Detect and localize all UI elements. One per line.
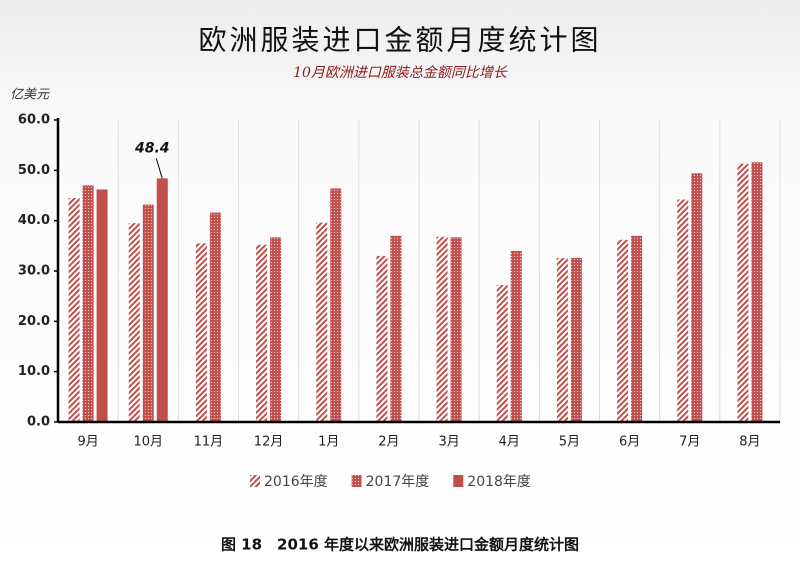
bar <box>156 178 168 422</box>
x-tick-label: 9月 <box>77 435 98 450</box>
y-tick-label: 60.0 <box>18 113 50 128</box>
bar <box>376 255 388 422</box>
bar <box>677 199 689 422</box>
y-tick-label: 0.0 <box>27 415 50 430</box>
bar <box>510 250 522 422</box>
legend-label: 2017年度 <box>366 474 430 490</box>
x-tick-label: 12月 <box>254 435 284 450</box>
bar <box>270 237 282 422</box>
bar <box>68 198 80 422</box>
bar <box>195 243 207 422</box>
legend-label: 2018年度 <box>467 474 531 490</box>
bar <box>556 257 568 422</box>
x-tick-label: 1月 <box>318 435 339 450</box>
data-label: 48.4 <box>134 140 170 156</box>
label-leader <box>155 158 163 179</box>
bar <box>96 189 108 422</box>
bar <box>209 212 221 422</box>
chart-title: 欧洲服装进口金额月度统计图 <box>198 24 601 57</box>
bar <box>316 222 328 422</box>
x-tick-label: 2月 <box>378 435 399 450</box>
y-tick-label: 10.0 <box>18 364 50 379</box>
caption: 图 18 2016 年度以来欧洲服装进口金额月度统计图 <box>221 536 579 554</box>
bar <box>570 257 582 422</box>
bar <box>436 236 448 422</box>
y-tick-label: 50.0 <box>18 163 50 178</box>
y-axis-label: 亿美元 <box>10 88 50 103</box>
bar <box>256 244 268 422</box>
x-tick-label: 3月 <box>438 435 459 450</box>
legend-label: 2016年度 <box>264 474 328 490</box>
bar <box>691 173 703 422</box>
x-tick-label: 11月 <box>194 435 224 450</box>
x-tick-label: 6月 <box>619 435 640 450</box>
x-tick-label: 5月 <box>559 435 580 450</box>
x-tick-label: 8月 <box>739 435 760 450</box>
chart-subtitle: 10月欧洲进口服装总金额同比增长 <box>293 65 508 81</box>
bar <box>142 204 154 422</box>
bar <box>737 163 749 423</box>
bar <box>751 162 763 422</box>
x-tick-label: 10月 <box>133 435 163 450</box>
bar <box>128 223 140 422</box>
bar <box>82 185 94 422</box>
legend-swatch <box>453 475 464 487</box>
y-tick-label: 30.0 <box>18 264 50 279</box>
x-tick-label: 4月 <box>499 435 520 450</box>
bar <box>450 237 462 422</box>
x-tick-label: 7月 <box>679 435 700 450</box>
bar <box>631 235 643 422</box>
bar <box>390 235 402 422</box>
bar <box>617 239 629 422</box>
legend-swatch <box>351 475 362 487</box>
bar <box>330 188 342 422</box>
legend-swatch <box>250 475 260 487</box>
bar <box>496 285 508 422</box>
y-tick-label: 20.0 <box>18 314 50 329</box>
y-tick-label: 40.0 <box>18 213 50 228</box>
